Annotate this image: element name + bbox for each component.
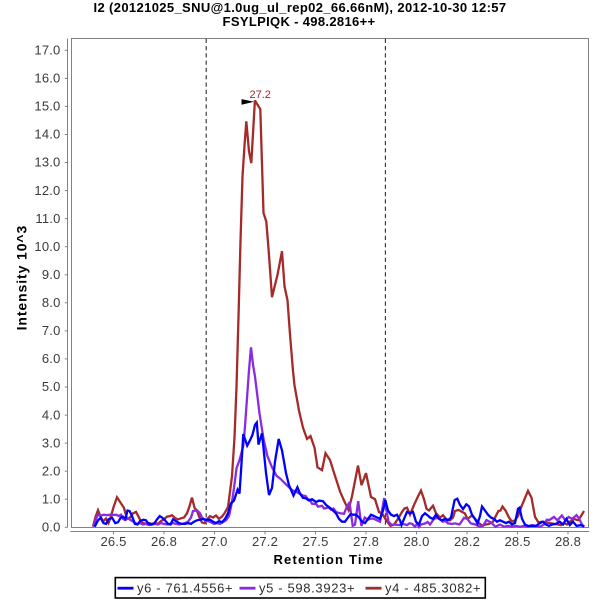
svg-text:28.2: 28.2: [454, 534, 480, 549]
svg-text:16.0: 16.0: [34, 71, 60, 86]
svg-text:28.5: 28.5: [504, 534, 530, 549]
svg-text:y6 - 761.4556+: y6 - 761.4556+: [137, 580, 233, 595]
svg-text:17.0: 17.0: [34, 43, 60, 58]
svg-text:3.0: 3.0: [42, 435, 61, 450]
svg-text:28.0: 28.0: [403, 534, 429, 549]
svg-text:28.8: 28.8: [555, 534, 581, 549]
svg-text:8.0: 8.0: [42, 295, 61, 310]
svg-text:13.0: 13.0: [34, 155, 60, 170]
svg-text:0.0: 0.0: [42, 520, 61, 535]
svg-text:10.0: 10.0: [34, 239, 60, 254]
svg-text:26.5: 26.5: [100, 534, 126, 549]
svg-text:9.0: 9.0: [42, 267, 61, 282]
svg-text:Intensity 10^3: Intensity 10^3: [14, 225, 30, 331]
svg-text:27.5: 27.5: [302, 534, 328, 549]
svg-text:12.0: 12.0: [34, 183, 60, 198]
svg-text:I2 (20121025_SNU@1.0ug_ul_rep0: I2 (20121025_SNU@1.0ug_ul_rep02_66.66nM)…: [94, 0, 507, 15]
svg-text:y4 - 485.3082+: y4 - 485.3082+: [385, 580, 481, 595]
svg-text:7.0: 7.0: [42, 323, 61, 338]
svg-text:Retention Time: Retention Time: [273, 552, 383, 567]
svg-text:11.0: 11.0: [35, 211, 60, 226]
svg-text:27.2: 27.2: [252, 534, 278, 549]
svg-text:27.8: 27.8: [353, 534, 379, 549]
svg-text:14.0: 14.0: [34, 127, 60, 142]
svg-text:27.2: 27.2: [249, 89, 270, 101]
svg-text:y5 - 598.3923+: y5 - 598.3923+: [259, 580, 355, 595]
svg-text:5.0: 5.0: [42, 379, 61, 394]
svg-text:26.8: 26.8: [151, 534, 177, 549]
svg-text:1.0: 1.0: [42, 491, 61, 506]
svg-text:27.0: 27.0: [201, 534, 227, 549]
svg-text:6.0: 6.0: [42, 351, 61, 366]
svg-text:4.0: 4.0: [42, 407, 61, 422]
svg-text:15.0: 15.0: [34, 99, 60, 114]
svg-text:2.0: 2.0: [42, 463, 61, 478]
svg-text:FSYLPIQK - 498.2816++: FSYLPIQK - 498.2816++: [223, 14, 376, 29]
